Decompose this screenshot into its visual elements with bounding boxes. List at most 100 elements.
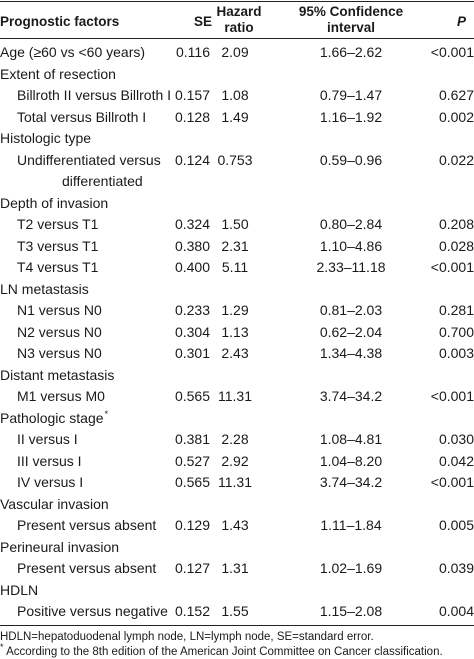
row-label: Present versus absent xyxy=(17,517,157,533)
table-row: Histologic type xyxy=(0,127,474,149)
row-label: Perineural invasion xyxy=(0,538,120,555)
table-row: Pathologic stage* xyxy=(0,407,474,429)
p-value-cell: 0.281 xyxy=(438,302,474,318)
se-cell: 0.527 xyxy=(174,452,210,469)
header-hazard-ratio: Hazard ratio xyxy=(212,4,266,36)
p-value-cell: <0.001 xyxy=(430,44,474,60)
p-value-cell: 0.022 xyxy=(438,151,474,168)
row-label: Total versus Billroth I xyxy=(17,108,147,125)
row-label: HDLN xyxy=(0,581,39,598)
row-label: Present versus absent xyxy=(17,560,157,576)
se-cell: 0.380 xyxy=(174,237,210,254)
se-cell: 0.565 xyxy=(174,474,210,490)
confidence-interval-cell: 1.10–4.86 xyxy=(319,237,383,254)
bottom-rule xyxy=(0,624,474,626)
confidence-interval-cell: 1.15–2.08 xyxy=(319,603,383,619)
table-row: Undifferentiated versus 0.124 0.753 0.59–0.… xyxy=(0,149,474,171)
p-value-cell: 0.003 xyxy=(438,345,474,361)
confidence-interval-cell: 1.08–4.81 xyxy=(319,431,383,447)
hazard-ratio-cell: 2.09 xyxy=(221,44,249,60)
table-row: Billroth II versus Billroth I 0.157 1.08 0.… xyxy=(0,84,474,106)
se-cell: 0.233 xyxy=(174,302,210,318)
p-value-cell: 0.208 xyxy=(438,216,474,232)
table-row: LN metastasis xyxy=(0,278,474,300)
table-row: Perineural invasion xyxy=(0,536,474,558)
se-cell: 0.116 xyxy=(176,44,210,60)
row-label: LN metastasis xyxy=(0,280,89,297)
confidence-interval-cell: 1.16–1.92 xyxy=(319,108,383,125)
hazard-ratio-cell: 2.92 xyxy=(221,452,249,469)
row-label: N1 versus N0 xyxy=(17,302,102,318)
table-row: III versus I 0.527 2.92 1.04–8.20 0.042 xyxy=(0,450,474,472)
header-confidence-interval: 95% Confidence interval xyxy=(276,4,426,36)
top-rule xyxy=(0,1,474,2)
row-label: N2 versus N0 xyxy=(17,323,102,340)
table-row: Distant metastasis xyxy=(0,364,474,386)
se-cell: 0.157 xyxy=(174,87,210,103)
row-label: M1 versus M0 xyxy=(17,388,105,404)
row-label: differentiated xyxy=(62,173,143,189)
table-row: N1 versus N0 0.233 1.29 0.81–2.03 0.281 xyxy=(0,299,474,321)
row-label: T4 versus T1 xyxy=(17,259,99,275)
row-label: T2 versus T1 xyxy=(17,216,99,232)
confidence-interval-cell: 3.74–34.2 xyxy=(319,388,383,404)
row-label: Age (≥60 vs <60 years) xyxy=(0,44,146,60)
table-row: Extent of resection xyxy=(0,63,474,85)
se-cell: 0.128 xyxy=(174,108,210,125)
se-cell: 0.304 xyxy=(174,323,210,340)
table-row: T3 versus T1 0.380 2.31 1.10–4.86 0.028 xyxy=(0,235,474,257)
hazard-ratio-cell: 1.49 xyxy=(221,108,249,125)
hazard-ratio-cell: 11.31 xyxy=(218,474,252,490)
confidence-interval-cell: 1.34–4.38 xyxy=(319,345,383,361)
table-row: N2 versus N0 0.304 1.13 0.62–2.04 0.700 xyxy=(0,321,474,343)
confidence-interval-cell: 0.81–2.03 xyxy=(319,302,383,318)
footnote-star-mark: * xyxy=(0,641,4,652)
header-se: SE xyxy=(193,14,212,29)
table-row: HDLN xyxy=(0,579,474,601)
se-cell: 0.124 xyxy=(174,151,210,168)
row-label: Undifferentiated versus xyxy=(17,151,161,168)
se-cell: 0.565 xyxy=(174,388,210,404)
header-ci-line2: interval xyxy=(326,20,376,35)
footnote-star-text: According to the 8th edition of the Amer… xyxy=(6,645,443,658)
row-label: IV versus I xyxy=(17,474,84,490)
table-row: Vascular invasion xyxy=(0,493,474,515)
p-value-cell: 0.002 xyxy=(438,108,474,125)
hazard-ratio-cell: 11.31 xyxy=(218,388,252,404)
table-row: Age (≥60 vs <60 years) 0.116 2.09 1.66–2.62… xyxy=(0,41,474,63)
row-label: Billroth II versus Billroth I xyxy=(17,87,172,103)
hazard-ratio-cell: 0.753 xyxy=(217,151,253,168)
p-value-cell: 0.627 xyxy=(438,87,474,103)
hazard-ratio-cell: 1.31 xyxy=(221,560,249,576)
table-row: M1 versus M0 0.565 11.31 3.74–34.2 <0.001 xyxy=(0,385,474,407)
table-row: IV versus I 0.565 11.31 3.74–34.2 <0.001 xyxy=(0,471,474,493)
confidence-interval-cell: 0.80–2.84 xyxy=(319,216,383,232)
hazard-ratio-cell: 2.43 xyxy=(221,345,249,361)
p-value-cell: 0.700 xyxy=(438,323,474,340)
row-label: III versus I xyxy=(17,452,82,469)
hazard-ratio-cell: 2.28 xyxy=(221,431,249,447)
confidence-interval-cell: 0.79–1.47 xyxy=(319,87,383,103)
table-row: Depth of invasion xyxy=(0,192,474,214)
p-value-cell: 0.030 xyxy=(438,431,474,447)
se-cell: 0.400 xyxy=(174,259,210,275)
hazard-ratio-cell: 1.13 xyxy=(221,323,249,340)
se-cell: 0.129 xyxy=(174,517,210,533)
table-row: Present versus absent 0.127 1.31 1.02–1.69 0… xyxy=(0,557,474,579)
p-value-cell: 0.028 xyxy=(438,237,474,254)
hazard-ratio-cell: 1.43 xyxy=(221,517,249,533)
confidence-interval-cell: 2.33–11.18 xyxy=(316,259,386,275)
footnote-staging: * According to the 8th edition of the Am… xyxy=(0,641,443,659)
table-row: Present versus absent 0.129 1.43 1.11–1.84 0… xyxy=(0,514,474,536)
header-ci-line1: 95% Confidence xyxy=(298,4,404,19)
se-cell: 0.381 xyxy=(174,431,210,447)
p-value-cell: 0.005 xyxy=(438,517,474,533)
header-p-value: P xyxy=(456,14,466,29)
se-cell: 0.152 xyxy=(174,603,210,619)
row-label: Depth of invasion xyxy=(0,194,109,211)
confidence-interval-cell: 1.66–2.62 xyxy=(319,44,383,60)
row-label: Positive versus negative xyxy=(17,603,168,619)
confidence-interval-cell: 0.62–2.04 xyxy=(319,323,383,340)
hazard-ratio-cell: 1.55 xyxy=(221,603,249,619)
row-label: Vascular invasion xyxy=(0,495,109,512)
